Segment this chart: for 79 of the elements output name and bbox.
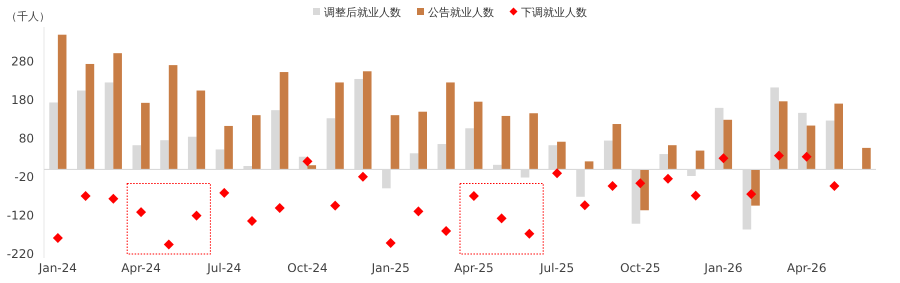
point (80, 191, 91, 202)
x-tick-label: Apr-26 (786, 261, 826, 275)
point (358, 172, 368, 182)
point (274, 202, 285, 213)
point (552, 168, 562, 178)
x-tick-label: Oct-25 (620, 261, 660, 275)
bar (474, 102, 482, 170)
point (718, 153, 728, 164)
y-tick-label: 180 (11, 93, 34, 108)
x-tick-label: Apr-25 (454, 261, 494, 275)
x-tick-label: Apr-24 (121, 261, 161, 275)
bar (529, 113, 538, 170)
point (774, 150, 784, 161)
y-tick-label: -220 (6, 247, 34, 262)
legend-label: 下调就业人数 (521, 6, 587, 19)
bar (557, 142, 566, 170)
y-tick-label: -120 (6, 208, 34, 223)
point (635, 178, 646, 188)
bar (86, 64, 94, 170)
bar (390, 115, 400, 170)
bar (224, 126, 233, 170)
bar (834, 104, 843, 170)
legend-label: 调整后就业人数 (324, 6, 401, 19)
x-tick-label: Jan-26 (703, 261, 743, 275)
point (413, 206, 424, 216)
point (580, 200, 590, 210)
bar (168, 65, 178, 170)
bar (141, 102, 150, 170)
x-tick-label: Jan-24 (38, 261, 77, 275)
legend-label: 公告就业人数 (428, 6, 494, 19)
bar (196, 90, 206, 170)
point (524, 228, 534, 239)
bar (335, 82, 344, 170)
point (496, 213, 507, 224)
bar (502, 116, 510, 170)
point (247, 216, 257, 226)
bar (58, 34, 66, 170)
point (386, 238, 396, 248)
point (219, 188, 230, 198)
point (746, 189, 756, 200)
point (441, 226, 452, 236)
point (468, 191, 479, 202)
point (330, 200, 340, 211)
bar (862, 148, 871, 170)
x-tick-label: Jul-25 (539, 261, 574, 275)
x-tick-label: Jul-24 (206, 261, 242, 275)
bar (696, 150, 704, 170)
bar (778, 101, 788, 170)
bar (723, 120, 732, 170)
point (192, 210, 202, 221)
y-tick-label: 280 (11, 54, 34, 69)
bar (668, 145, 677, 170)
bar (280, 72, 288, 170)
bar (113, 53, 122, 170)
bar (446, 82, 455, 170)
bar (806, 126, 816, 170)
point (690, 190, 701, 201)
y-axis-title: （千人） (6, 10, 50, 23)
bar (584, 161, 594, 170)
bar (418, 112, 427, 170)
bar (252, 115, 261, 170)
point (136, 207, 146, 218)
y-tick-label: -20 (14, 170, 34, 184)
bar (612, 124, 622, 170)
bar (640, 169, 649, 210)
point (108, 194, 118, 204)
x-tick-label: Oct-24 (287, 261, 328, 275)
bar (307, 165, 316, 170)
x-tick-label: Jan-25 (370, 261, 410, 275)
point (829, 181, 840, 192)
point (663, 174, 673, 184)
point (52, 232, 63, 243)
point (802, 152, 812, 162)
bar (751, 169, 760, 206)
y-tick-label: 80 (18, 132, 34, 146)
point (302, 156, 312, 166)
point (608, 181, 618, 192)
point (164, 240, 174, 250)
bar (362, 71, 372, 170)
